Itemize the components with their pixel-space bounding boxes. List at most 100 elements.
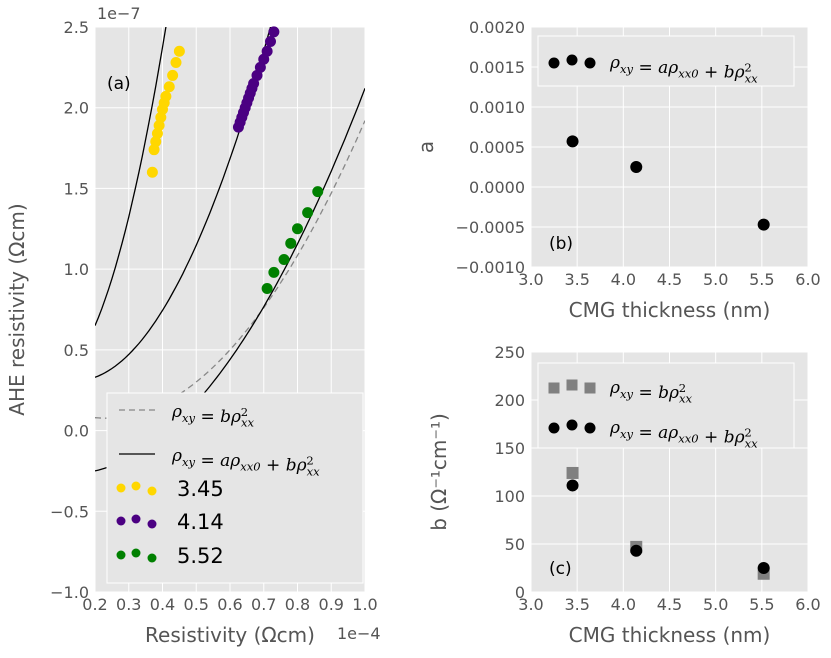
x-axis-label: Resistivity (Ωcm) [145, 623, 315, 647]
panel-c: 3.0 3.5 4.0 4.5 5.0 5.5 6.0 0 50 100 150 200 250 (c) C… [427, 343, 821, 647]
legend-marker [548, 57, 560, 69]
legend-label: ρxy = aρxx0 + bρxx2 [171, 446, 320, 478]
data-point [167, 69, 179, 81]
legend-label: 4.14 [177, 510, 224, 534]
y-tick-label: 0 [515, 583, 525, 602]
legend-marker-square [566, 379, 578, 391]
x-tick-label: 3.5 [564, 595, 589, 614]
y-tick-label: 250 [494, 343, 525, 362]
y-tick-label: 0.0010 [469, 98, 525, 117]
x-tick-label: 3.0 [518, 270, 543, 289]
legend-marker [116, 516, 126, 526]
x-tick-label: 3.5 [564, 270, 589, 289]
panel-label: (b) [549, 234, 573, 254]
y-axis-label: b (Ω⁻¹cm⁻¹) [427, 413, 451, 531]
x-tick-label: 4.5 [657, 270, 682, 289]
panel-label: (c) [549, 559, 572, 579]
x-tick-label: 4.5 [657, 595, 682, 614]
x-tick-label: 0.3 [116, 595, 141, 614]
x-tick-label: 0.6 [217, 595, 242, 614]
x-tick-label: 5.5 [749, 595, 774, 614]
x-tick-label: 0.4 [150, 595, 175, 614]
x-tick-label: 6.0 [795, 595, 820, 614]
y-tick-label: 0.0015 [469, 58, 525, 77]
y-tick-label: 200 [494, 391, 525, 410]
data-point [630, 161, 643, 173]
legend-label: ρxy = bρxx2 [609, 378, 693, 406]
x-tick-label: 1.0 [352, 595, 377, 614]
fit-curve-solid [95, 27, 167, 326]
legend-marker [131, 548, 141, 558]
y-axis-label: a [414, 141, 438, 153]
legend-marker [584, 57, 596, 69]
legend-marker [131, 481, 141, 491]
legend-marker-square [548, 382, 560, 394]
y-tick-label: 100 [494, 487, 525, 506]
data-point [170, 57, 182, 69]
legend-label: ρxy = aρxx0 + bρxx2 [609, 53, 758, 85]
x-tick-label: 5.0 [703, 595, 728, 614]
panel-b: 3.0 3.5 4.0 4.5 5.0 5.5 6.0 −0.0010 −0.0005 0.000… [414, 18, 821, 322]
y-tick-label: 2.5 [64, 18, 89, 37]
legend-marker [147, 553, 157, 563]
y-tick-label: 1.5 [64, 179, 89, 198]
y-tick-label: 0.5 [64, 341, 89, 360]
y-axis-label: AHE resistivity (Ωcm) [5, 203, 29, 415]
data-point [278, 253, 290, 265]
data-point [285, 237, 297, 249]
data-point [757, 562, 770, 574]
x-tick-label: 4.0 [611, 595, 636, 614]
y-tick-label: −0.0005 [456, 218, 525, 237]
data-point [566, 135, 579, 148]
x-tick-label: 6.0 [795, 270, 820, 289]
x-axis-label: CMG thickness (nm) [569, 623, 771, 647]
x-tick-label: 3.0 [518, 595, 543, 614]
data-point-square [566, 466, 579, 479]
legend-marker [147, 519, 157, 529]
x-tick-label: 0.8 [285, 595, 310, 614]
panel-label: (a) [107, 74, 131, 94]
x-tick-label: 4.0 [611, 270, 636, 289]
legend-marker [566, 419, 578, 431]
legend-marker [548, 422, 560, 434]
data-point [302, 207, 314, 219]
legend-box [537, 35, 795, 87]
y-tick-label: 2.0 [64, 99, 89, 118]
y-offset-text: 1e−7 [97, 4, 141, 23]
data-point [292, 223, 303, 235]
x-tick-label: 5.0 [703, 270, 728, 289]
legend-marker [116, 550, 126, 560]
data-point [160, 90, 172, 102]
x-tick-label: 0.5 [184, 595, 209, 614]
y-tick-label: 0.0 [64, 422, 89, 441]
data-point [173, 45, 185, 57]
panel-a: 0.2 0.3 0.4 0.5 0.6 0.7 0.8 0.9 1.0 −1.0 −0.5 0.0 0.… [5, 4, 381, 647]
x-tick-label: 0.9 [319, 595, 344, 614]
y-tick-label: 0.0000 [469, 178, 525, 197]
legend-label: ρxy = bρxx2 [171, 402, 255, 430]
x-tick-label: 5.5 [749, 270, 774, 289]
legend-label: ρxy = aρxx0 + bρxx2 [609, 418, 758, 450]
y-tick-label: 50 [505, 535, 525, 554]
y-tick-label: 150 [494, 439, 525, 458]
y-tick-label: −0.5 [50, 502, 89, 521]
y-tick-label: −0.0010 [456, 258, 525, 277]
legend-box [537, 362, 795, 449]
y-tick-label: −1.0 [50, 583, 89, 602]
legend-marker [131, 514, 141, 524]
x-offset-text: 1e−4 [337, 624, 381, 643]
data-point [261, 283, 273, 295]
y-tick-label: 0.0020 [469, 18, 525, 37]
legend-marker [147, 486, 157, 496]
data-point [268, 266, 280, 278]
x-axis-label: CMG thickness (nm) [569, 298, 771, 322]
data-point [566, 479, 579, 492]
fit-curve-solid [95, 27, 272, 378]
data-point [163, 81, 175, 93]
x-tick-label: 0.7 [251, 595, 276, 614]
x-tick-label: 0.2 [82, 595, 107, 614]
data-point [630, 544, 643, 557]
data-point [265, 36, 276, 48]
legend-marker-square [584, 382, 596, 394]
